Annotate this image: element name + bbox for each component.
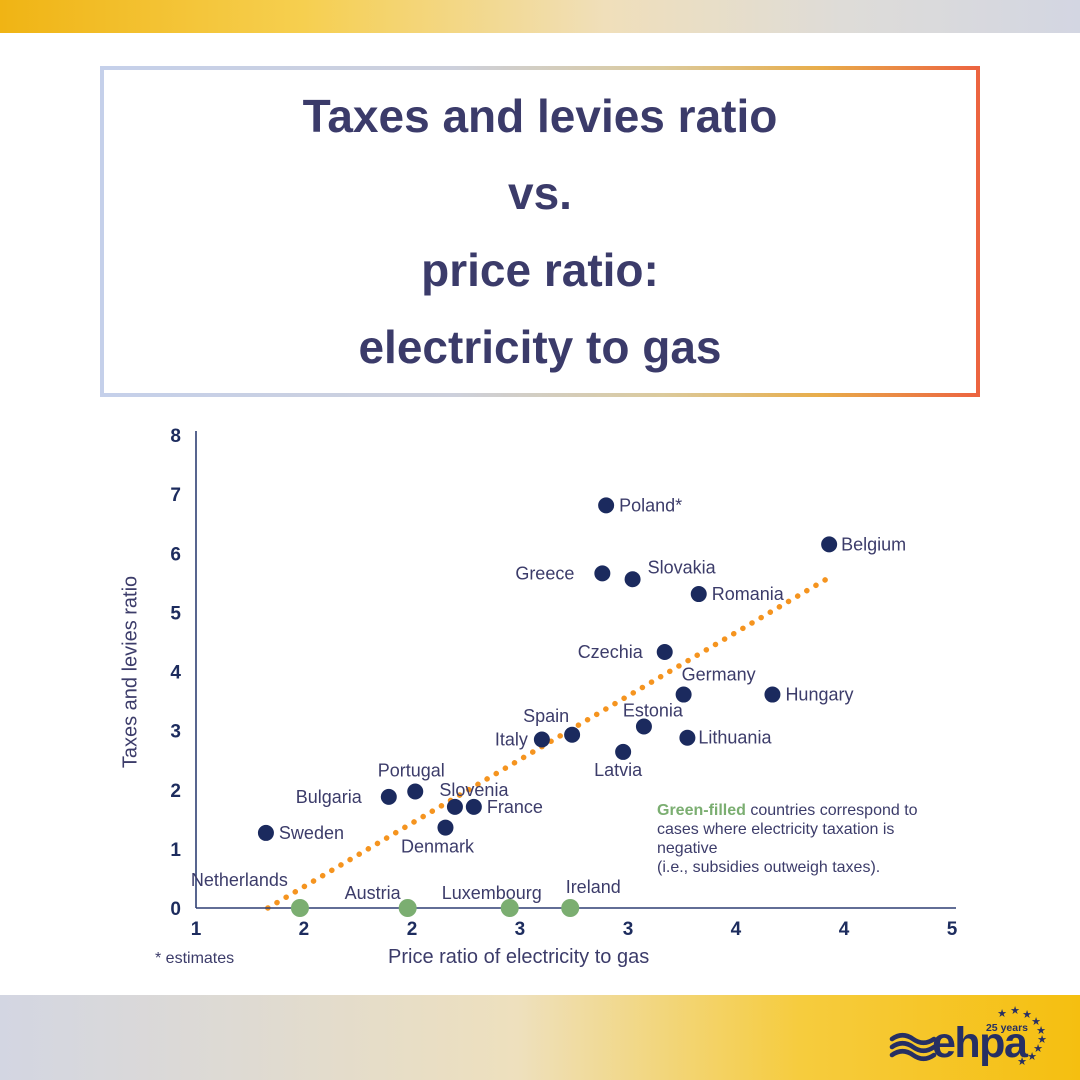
country-label-austria: Austria (345, 883, 402, 903)
point-france (465, 798, 482, 815)
annotation-line: negative (657, 840, 718, 857)
point-luxembourg (500, 899, 519, 917)
eu-star-icon: ★ (1033, 1042, 1043, 1055)
point-denmark (437, 819, 454, 836)
point-greece (594, 565, 611, 582)
ehpa-logo: ehpa 25 years ★ ★ ★ ★ ★ ★ ★ ★ ★ (870, 1003, 1055, 1073)
point-lithuania (679, 729, 696, 746)
point-spain (564, 726, 581, 743)
point-estonia (635, 718, 652, 735)
y-axis-title: Taxes and levies ratio (119, 575, 142, 769)
page-title-line: price ratio: (421, 243, 659, 296)
y-tick-label: 2 (170, 781, 181, 802)
country-label-portugal: Portugal (378, 761, 445, 781)
eu-star-icon: ★ (997, 1007, 1007, 1020)
estimates-footnote: * estimates (155, 950, 235, 967)
country-label-ireland: Ireland (566, 877, 621, 897)
point-hungary (764, 686, 781, 703)
x-axis-title: Price ratio of electricity to gas (388, 946, 650, 968)
point-ireland (561, 899, 580, 917)
y-tick-label: 7 (170, 485, 181, 506)
eu-star-icon: ★ (1010, 1004, 1020, 1017)
country-label-lithuania: Lithuania (698, 728, 772, 748)
annotation-text: countries correspond to (745, 802, 918, 819)
x-tick-label: 5 (947, 919, 958, 940)
point-belgium (821, 536, 838, 553)
green-filled-annotation: Green-filled countries correspond to cas… (657, 801, 972, 877)
country-label-france: France (487, 797, 543, 817)
bottom-gradient-bar: ehpa 25 years ★ ★ ★ ★ ★ ★ ★ ★ ★ (0, 995, 1080, 1080)
eu-star-icon: ★ (1022, 1008, 1032, 1021)
eu-stars-arc: ★ ★ ★★★★★★★ (997, 1004, 1047, 1068)
eu-star-icon: ★ (1031, 1015, 1041, 1028)
point-slovakia (624, 571, 641, 588)
annotation-highlight: Green-filled (657, 802, 746, 819)
y-tick-label: 3 (170, 722, 181, 743)
country-label-slovenia: Slovenia (439, 780, 509, 800)
eu-star-icon: ★ (1027, 1050, 1037, 1063)
point-czechia (656, 643, 673, 660)
point-latvia (615, 743, 632, 760)
eu-star-icon: ★ (1017, 1055, 1027, 1068)
country-label-poland: Poland* (619, 495, 682, 515)
point-bulgaria (380, 788, 397, 805)
annotation-line: cases where electricity taxation is (657, 821, 895, 838)
x-tick-label: 2 (299, 919, 310, 940)
y-tick-label: 1 (170, 840, 181, 861)
country-label-denmark: Denmark (401, 837, 475, 857)
page-title-line: Taxes and levies ratio (302, 89, 778, 142)
country-label-germany: Germany (682, 665, 756, 685)
country-label-italy: Italy (495, 729, 528, 749)
country-label-estonia: Estonia (623, 700, 684, 720)
country-label-luxembourg: Luxembourg (442, 883, 542, 903)
eu-star-icon: ★ (1036, 1024, 1046, 1037)
country-label-hungary: Hungary (785, 685, 853, 705)
point-romania (690, 586, 707, 603)
country-label-belgium: Belgium (841, 534, 906, 554)
waves-icon (889, 1032, 937, 1062)
point-italy (533, 731, 550, 748)
y-tick-label: 6 (170, 544, 181, 565)
x-tick-label: 4 (839, 919, 850, 940)
annotation-line: (i.e., subsidies outweigh taxes). (657, 859, 881, 876)
trendline (265, 575, 831, 911)
y-tick-label: 0 (170, 899, 181, 920)
x-tick-label: 1 (191, 919, 202, 940)
annotation-line: Green-filled countries correspond to (657, 801, 972, 820)
country-label-latvia: Latvia (594, 760, 643, 780)
page-title-line: vs. (508, 166, 572, 219)
country-label-bulgaria: Bulgaria (296, 787, 363, 807)
country-label-czechia: Czechia (578, 642, 644, 662)
country-label-netherlands: Netherlands (191, 870, 288, 890)
country-label-sweden: Sweden (279, 823, 344, 843)
x-tick-label: 3 (515, 919, 526, 940)
title-box: Taxes and levies ratio vs. price ratio: … (100, 66, 980, 397)
anniversary-text: 25 years (986, 1022, 1028, 1034)
page-title-line: electricity to gas (358, 320, 722, 373)
point-sweden (257, 824, 274, 841)
y-tick-label: 4 (170, 663, 181, 684)
point-poland (598, 497, 615, 514)
y-tick-label: 5 (170, 603, 181, 624)
point-slovenia (446, 798, 463, 815)
x-tick-label: 4 (731, 919, 742, 940)
point-austria (398, 899, 417, 917)
top-gradient-bar (0, 0, 1080, 33)
x-tick-label: 2 (407, 919, 418, 940)
y-tick-label: 8 (170, 426, 181, 447)
point-germany (675, 686, 692, 703)
point-netherlands (290, 899, 309, 917)
country-label-slovakia: Slovakia (648, 557, 717, 577)
country-label-spain: Spain (523, 706, 569, 726)
eu-star-icon: ★ (1037, 1033, 1047, 1046)
country-label-romania: Romania (712, 584, 785, 604)
ehpa-logo-graphic: ehpa 25 years ★ ★ ★★★★★★★ (889, 1004, 1047, 1068)
country-label-greece: Greece (515, 563, 574, 583)
x-tick-label: 3 (623, 919, 634, 940)
point-portugal (407, 783, 424, 800)
ehpa-brand-text: ehpa (932, 1019, 1029, 1067)
